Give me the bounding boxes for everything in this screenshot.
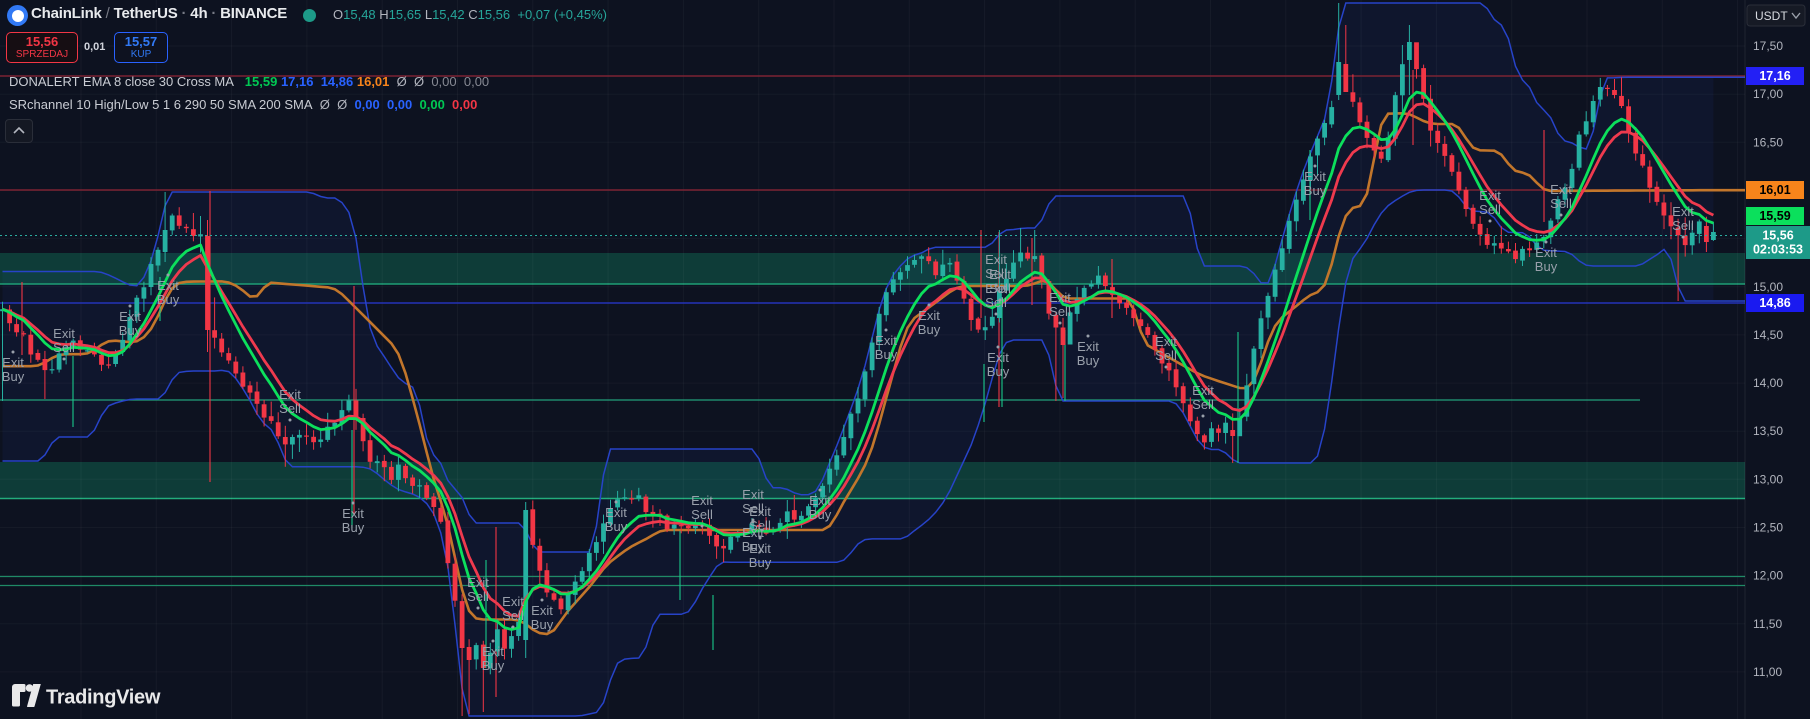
svg-text:Sell: Sell xyxy=(1479,202,1501,217)
svg-text:17,16: 17,16 xyxy=(1759,69,1790,83)
svg-text:Exit: Exit xyxy=(502,594,524,609)
svg-text:Buy: Buy xyxy=(605,519,628,534)
svg-text:Exit: Exit xyxy=(1049,290,1071,305)
svg-text:Sell: Sell xyxy=(467,589,489,604)
svg-text:Buy: Buy xyxy=(749,555,772,570)
svg-text:Sell: Sell xyxy=(985,295,1007,310)
svg-text:Exit: Exit xyxy=(2,355,24,370)
svg-text:12,00: 12,00 xyxy=(1753,569,1783,583)
svg-text:Buy: Buy xyxy=(119,323,142,338)
svg-text:Exit: Exit xyxy=(918,308,940,323)
svg-text:Exit: Exit xyxy=(1479,188,1501,203)
svg-text:Exit: Exit xyxy=(482,644,504,659)
svg-text:Sell: Sell xyxy=(1155,348,1177,363)
svg-text:Buy: Buy xyxy=(987,364,1010,379)
svg-text:Sell: Sell xyxy=(1672,218,1694,233)
svg-text:17,50: 17,50 xyxy=(1753,39,1783,53)
svg-text:Sell: Sell xyxy=(1049,304,1071,319)
svg-text:Buy: Buy xyxy=(157,292,180,307)
svg-text:Exit: Exit xyxy=(809,493,831,508)
svg-text:Exit: Exit xyxy=(1535,245,1557,260)
svg-text:Sell: Sell xyxy=(691,507,713,522)
svg-text:Buy: Buy xyxy=(809,507,832,522)
svg-text:Buy: Buy xyxy=(531,617,554,632)
svg-text:11,50: 11,50 xyxy=(1753,617,1782,631)
svg-text:17,00: 17,00 xyxy=(1753,87,1783,101)
svg-text:Exit: Exit xyxy=(985,252,1007,267)
svg-text:TradingView: TradingView xyxy=(46,687,161,709)
svg-text:Buy: Buy xyxy=(918,322,941,337)
svg-text:Exit: Exit xyxy=(742,525,764,540)
svg-text:Sell: Sell xyxy=(502,608,524,623)
svg-text:15,56: 15,56 xyxy=(1762,229,1793,243)
svg-text:Exit: Exit xyxy=(749,541,771,556)
svg-text:Sell: Sell xyxy=(749,518,771,533)
svg-text:Buy: Buy xyxy=(1077,353,1100,368)
svg-text:12,50: 12,50 xyxy=(1753,521,1783,535)
svg-text:Buy: Buy xyxy=(742,539,765,554)
svg-text:Exit: Exit xyxy=(1155,334,1177,349)
svg-text:Exit: Exit xyxy=(119,309,141,324)
svg-text:16,50: 16,50 xyxy=(1753,135,1783,149)
svg-text:USDT: USDT xyxy=(1755,9,1788,23)
svg-text:13,00: 13,00 xyxy=(1753,472,1783,486)
svg-text:16,01: 16,01 xyxy=(1759,183,1790,197)
svg-text:Exit: Exit xyxy=(1550,182,1572,197)
svg-text:Buy: Buy xyxy=(1535,259,1558,274)
svg-text:Exit: Exit xyxy=(742,487,764,502)
svg-text:Exit: Exit xyxy=(749,504,771,519)
svg-text:11,00: 11,00 xyxy=(1753,665,1782,679)
svg-text:14,86: 14,86 xyxy=(1759,296,1790,310)
svg-text:Exit: Exit xyxy=(1077,339,1099,354)
svg-text:Exit: Exit xyxy=(989,267,1011,282)
svg-text:Buy: Buy xyxy=(1304,183,1327,198)
svg-text:Exit: Exit xyxy=(985,281,1007,296)
svg-text:Exit: Exit xyxy=(157,278,179,293)
svg-text:Exit: Exit xyxy=(467,575,489,590)
svg-text:Sell: Sell xyxy=(279,401,301,416)
svg-text:Buy: Buy xyxy=(875,347,898,362)
svg-text:02:03:53: 02:03:53 xyxy=(1753,243,1803,257)
svg-text:15,59: 15,59 xyxy=(1759,209,1790,223)
svg-text:Exit: Exit xyxy=(279,387,301,402)
svg-text:Exit: Exit xyxy=(875,333,897,348)
svg-text:Sell: Sell xyxy=(53,340,75,355)
svg-text:Exit: Exit xyxy=(342,506,364,521)
svg-text:Buy: Buy xyxy=(482,658,505,673)
svg-text:Sell: Sell xyxy=(742,501,764,516)
svg-text:Buy: Buy xyxy=(2,369,25,384)
svg-text:Sell: Sell xyxy=(1550,196,1572,211)
svg-text:Exit: Exit xyxy=(605,505,627,520)
svg-text:Exit: Exit xyxy=(531,603,553,618)
svg-text:Exit: Exit xyxy=(53,326,75,341)
svg-text:14,50: 14,50 xyxy=(1753,328,1783,342)
svg-text:Sell: Sell xyxy=(989,281,1011,296)
svg-text:15,00: 15,00 xyxy=(1753,280,1783,294)
svg-text:Exit: Exit xyxy=(987,350,1009,365)
svg-text:Exit: Exit xyxy=(1192,383,1214,398)
svg-text:14,00: 14,00 xyxy=(1753,376,1783,390)
svg-text:Exit: Exit xyxy=(1304,169,1326,184)
svg-text:Buy: Buy xyxy=(342,520,365,535)
svg-text:Sell: Sell xyxy=(985,266,1007,281)
svg-text:Sell: Sell xyxy=(1192,397,1214,412)
svg-text:Exit: Exit xyxy=(691,493,713,508)
svg-text:Exit: Exit xyxy=(1672,204,1694,219)
svg-text:13,50: 13,50 xyxy=(1753,424,1783,438)
